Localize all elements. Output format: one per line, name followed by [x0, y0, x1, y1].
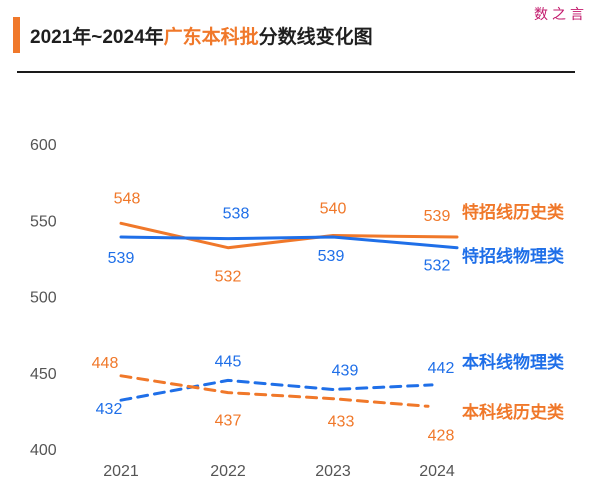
data-label-s1-2022: 532: [215, 269, 242, 286]
x-tick-label-2022: 2022: [210, 463, 246, 480]
data-label-s3-2021: 432: [96, 401, 123, 418]
series-line-3: [119, 378, 434, 402]
data-label-s2-2024: 532: [424, 258, 451, 275]
title-prefix: 2021年~2024年: [30, 27, 164, 48]
x-tick-label-2021: 2021: [103, 463, 139, 480]
data-label-s4-2023: 433: [328, 414, 355, 431]
data-label-s1-2023: 540: [320, 201, 347, 218]
watermark: 数之言: [534, 7, 588, 23]
series-line-4: [119, 374, 430, 408]
data-label-s4-2021: 448: [92, 355, 119, 372]
series-line-1: [119, 221, 459, 250]
series-name-label-2: 特招线物理类: [462, 246, 565, 266]
data-label-s2-2022: 538: [223, 206, 250, 223]
chart-title: 2021年~2024年广东本科批分数线变化图: [30, 22, 373, 49]
title-suffix: 分数线变化图: [258, 27, 373, 48]
data-label-s2-2021: 539: [108, 250, 135, 267]
x-tick-label-2024: 2024: [419, 463, 455, 480]
title-accent-bar: [13, 17, 20, 53]
data-label-s3-2023: 439: [332, 363, 359, 380]
series-name-label-4: 本科线历史类: [462, 402, 565, 422]
title-highlight: 广东本科批: [163, 27, 259, 48]
data-label-s1-2024: 539: [424, 208, 451, 225]
data-label-s1-2021: 548: [114, 190, 141, 207]
series-line-2: [119, 235, 459, 250]
data-label-s3-2024: 442: [428, 360, 455, 377]
y-tick-label-450: 450: [30, 366, 57, 383]
series-name-label-1: 特招线历史类: [462, 202, 565, 222]
data-label-s4-2022: 437: [215, 413, 242, 430]
x-tick-label-2023: 2023: [315, 463, 351, 480]
y-tick-label-400: 400: [30, 442, 57, 459]
series-name-label-3: 本科线物理类: [462, 352, 565, 372]
y-tick-label-600: 600: [30, 137, 57, 154]
title-divider: [17, 71, 575, 73]
data-label-s4-2024: 428: [428, 427, 455, 444]
y-tick-label-550: 550: [30, 213, 57, 230]
y-tick-label-500: 500: [30, 290, 57, 307]
data-label-s2-2023: 539: [318, 248, 345, 265]
data-label-s3-2022: 445: [215, 353, 242, 370]
